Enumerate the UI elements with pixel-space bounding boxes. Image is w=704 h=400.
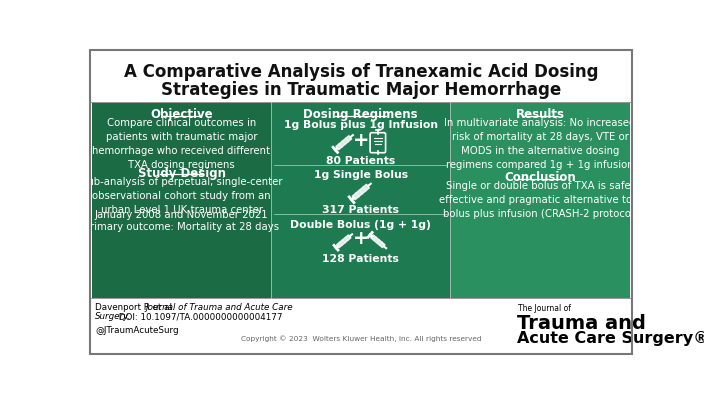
FancyBboxPatch shape bbox=[451, 102, 629, 298]
Text: A Comparative Analysis of Tranexamic Acid Dosing: A Comparative Analysis of Tranexamic Aci… bbox=[123, 63, 598, 81]
Text: Results: Results bbox=[515, 108, 565, 121]
Text: Sub-analysis of perpetual, single-center
observational cohort study from an
urba: Sub-analysis of perpetual, single-center… bbox=[81, 176, 282, 214]
Text: Objective: Objective bbox=[150, 108, 213, 121]
Text: January 2008 and November 2021: January 2008 and November 2021 bbox=[95, 210, 268, 220]
FancyBboxPatch shape bbox=[271, 102, 451, 298]
Text: Study Design: Study Design bbox=[137, 166, 225, 180]
Text: Conclusion: Conclusion bbox=[504, 171, 576, 184]
Polygon shape bbox=[336, 136, 352, 150]
Text: +: + bbox=[353, 131, 369, 150]
Text: Dosing Regimens: Dosing Regimens bbox=[303, 108, 418, 121]
Text: @JTraumAcuteSurg: @JTraumAcuteSurg bbox=[95, 326, 179, 335]
Text: Surgery.: Surgery. bbox=[95, 312, 132, 321]
Text: Trauma and: Trauma and bbox=[517, 314, 646, 333]
Text: Journal of Trauma and Acute Care: Journal of Trauma and Acute Care bbox=[145, 303, 293, 312]
Text: DOI: 10.1097/TA.0000000000004177: DOI: 10.1097/TA.0000000000004177 bbox=[116, 312, 282, 321]
Text: Strategies in Traumatic Major Hemorrhage: Strategies in Traumatic Major Hemorrhage bbox=[161, 81, 561, 99]
Text: Primary outcome: Mortality at 28 days: Primary outcome: Mortality at 28 days bbox=[84, 222, 279, 232]
Polygon shape bbox=[352, 184, 370, 200]
Text: 80 Patients: 80 Patients bbox=[326, 156, 396, 166]
Polygon shape bbox=[337, 235, 351, 248]
Text: 317 Patients: 317 Patients bbox=[322, 205, 399, 215]
Text: Compare clinical outcomes in
patients with traumatic major
hemorrhage who receiv: Compare clinical outcomes in patients wi… bbox=[92, 118, 270, 170]
Text: Single or double bolus of TXA is safe,
effective and pragmatic alternative to a
: Single or double bolus of TXA is safe, e… bbox=[439, 181, 641, 219]
Text: 128 Patients: 128 Patients bbox=[322, 254, 399, 264]
Text: Acute Care Surgery®: Acute Care Surgery® bbox=[517, 330, 704, 346]
Text: In multivariate analysis: No increased
risk of mortality at 28 days, VTE or
MODS: In multivariate analysis: No increased r… bbox=[444, 118, 636, 170]
Text: 1g Bolus plus 1g Infusion: 1g Bolus plus 1g Infusion bbox=[284, 120, 438, 130]
Text: Double Bolus (1g + 1g): Double Bolus (1g + 1g) bbox=[290, 220, 432, 230]
Text: 1g Single Bolus: 1g Single Bolus bbox=[314, 170, 408, 180]
FancyBboxPatch shape bbox=[92, 102, 271, 298]
Polygon shape bbox=[371, 235, 385, 248]
Text: Davenport R et al.: Davenport R et al. bbox=[95, 303, 177, 312]
Text: The Journal of: The Journal of bbox=[518, 304, 571, 314]
Text: Copyright © 2023  Wolters Kluwer Health, Inc. All rights reserved: Copyright © 2023 Wolters Kluwer Health, … bbox=[241, 335, 481, 342]
Text: +: + bbox=[353, 230, 369, 248]
